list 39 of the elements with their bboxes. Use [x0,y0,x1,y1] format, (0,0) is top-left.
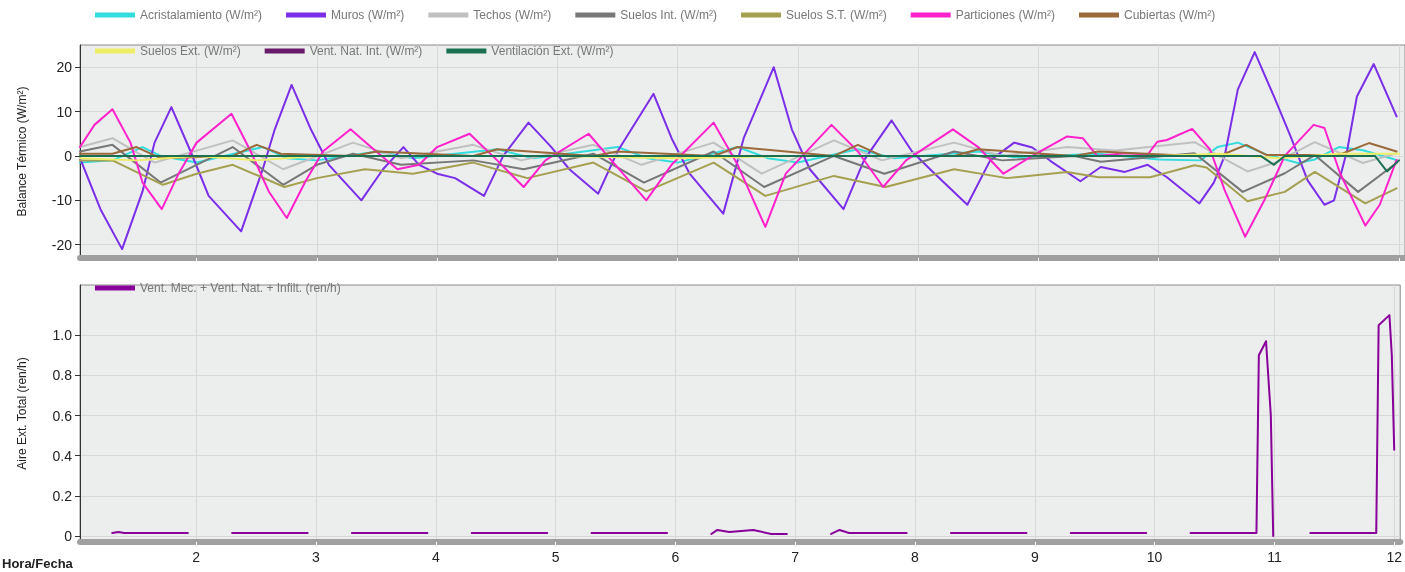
legend-label: Muros (W/m²) [331,8,405,22]
y-tick-label: 10 [56,103,73,120]
y-tick-label: -10 [51,192,73,209]
y-axis-title: Balance Térmico (W/m²) [15,86,29,217]
x-tick-label: 4 [431,549,440,565]
x-tick-label: 9 [1030,549,1039,565]
legend-label: Particiones (W/m²) [955,8,1056,22]
legend-label: Acristalamiento (W/m²) [140,8,263,22]
line-series [79,108,1398,238]
y-tick-label: 0 [64,147,73,164]
x-tick-label: 2 [192,549,201,565]
line-series [79,154,1400,173]
legend-label: Cubiertas (W/m²) [1124,8,1216,22]
y-tick-label: -20 [51,236,73,253]
legend-label: Vent. Nat. Int. (W/m²) [309,44,423,58]
y-axis-title: Aire Ext. Total (ren/h) [15,357,29,470]
line-series [79,159,1398,205]
x-tick-label: 7 [791,549,800,565]
y-tick-label: 0.2 [52,487,73,504]
x-tick-label: 11 [1267,549,1282,565]
y-tick-label: 0 [64,527,73,544]
y-tick-label: 1.0 [52,327,73,344]
y-tick-label: 0.8 [52,367,73,384]
legend-label: Suelos Ext. (W/m²) [140,44,241,58]
x-tick-label: 10 [1146,549,1163,565]
y-tick-label: 0.6 [52,407,73,424]
y-tick-label: 20 [56,59,73,76]
x-tick-label: 3 [312,549,321,565]
legend-label: Techos (W/m²) [473,8,552,22]
legend-label: Ventilación Ext. (W/m²) [491,44,614,58]
legend-label: Suelos Int. (W/m²) [620,8,718,22]
y-tick-label: 0.4 [52,447,73,464]
x-tick-label: 8 [911,549,920,565]
legend-label: Suelos S.T. (W/m²) [786,8,887,22]
x-tick-label: 6 [671,549,680,565]
x-tick-label: 12 [1386,549,1403,565]
x-axis-title: Hora/Fecha [2,556,74,571]
legend-label: Vent. Mec. + Vent. Nat. + Infilt. (ren/h) [140,281,341,295]
x-tick-label: 5 [551,549,560,565]
